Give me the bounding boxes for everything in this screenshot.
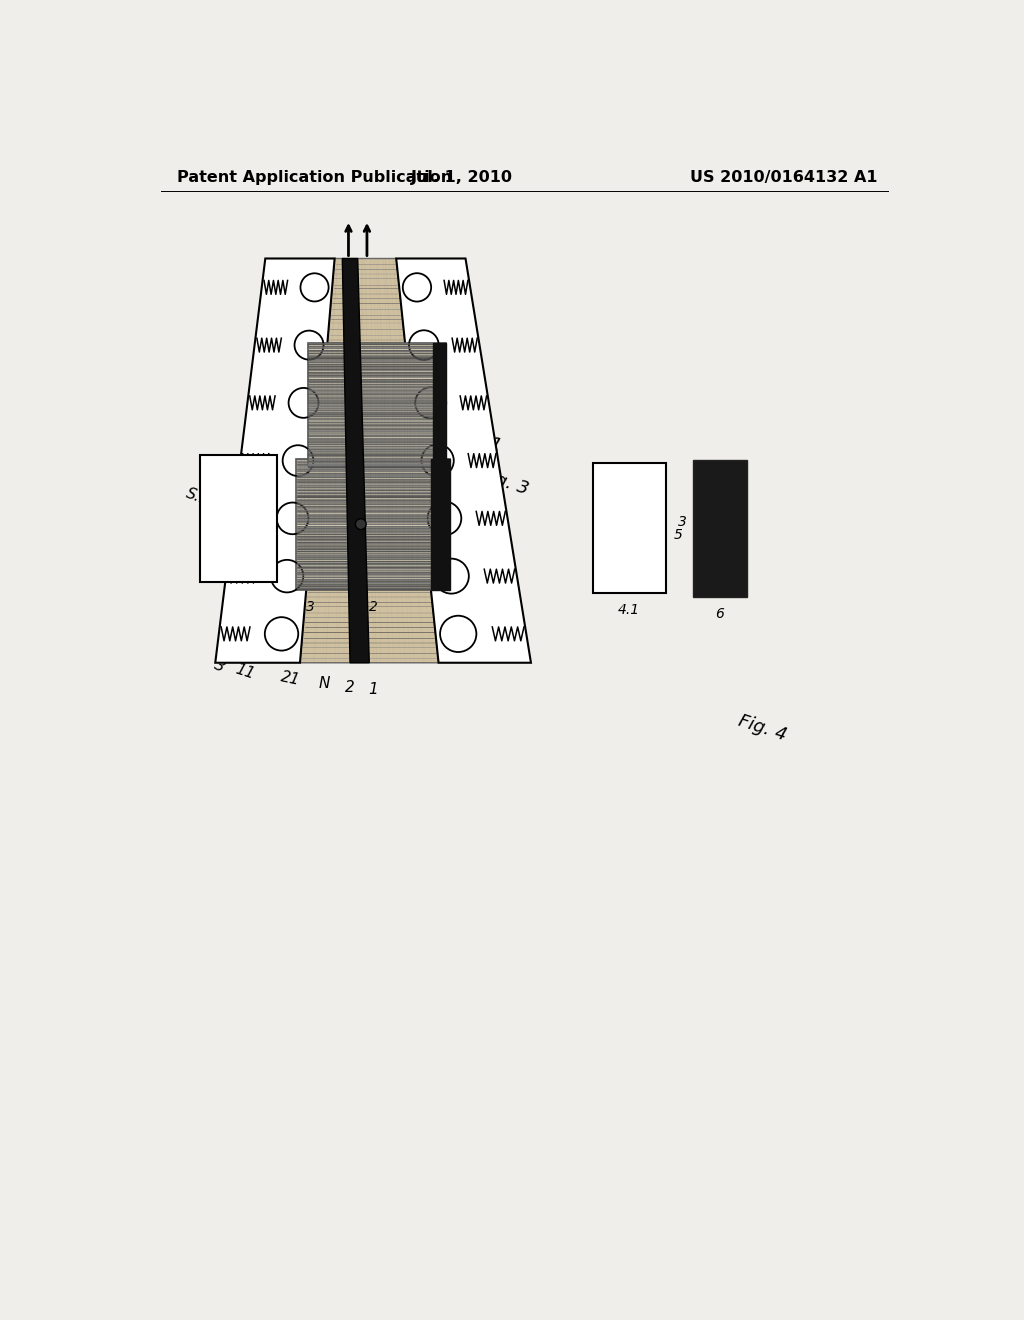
Text: 3: 3: [211, 657, 227, 676]
Text: 3: 3: [305, 599, 314, 614]
Text: 5: 5: [283, 511, 292, 525]
Bar: [433, 343, 446, 466]
Text: 21: 21: [280, 669, 302, 688]
Text: 4.1: 4.1: [618, 603, 640, 618]
Text: Patent Application Publication: Patent Application Publication: [177, 170, 452, 185]
Bar: [307, 343, 446, 466]
Polygon shape: [215, 259, 335, 663]
Text: Jul. 1, 2010: Jul. 1, 2010: [411, 170, 513, 185]
Text: 21: 21: [361, 477, 379, 490]
Bar: [593, 462, 666, 594]
Text: 4: 4: [233, 591, 243, 606]
Text: 11: 11: [232, 661, 256, 682]
Bar: [431, 459, 451, 590]
Bar: [296, 459, 451, 590]
Polygon shape: [396, 259, 531, 663]
Polygon shape: [342, 259, 370, 663]
Text: 5: 5: [674, 528, 682, 541]
Text: Fig. 3: Fig. 3: [477, 466, 530, 498]
Circle shape: [355, 519, 367, 529]
Text: 2: 2: [345, 680, 355, 694]
Text: S.1: S.1: [184, 486, 212, 508]
Text: N: N: [318, 676, 331, 692]
Text: 6: 6: [715, 607, 724, 622]
Bar: [692, 461, 746, 598]
Text: Fig. 1: Fig. 1: [451, 424, 504, 455]
Bar: [200, 455, 276, 582]
Text: 1: 1: [369, 682, 378, 697]
Text: 1: 1: [438, 599, 446, 614]
Polygon shape: [300, 259, 438, 663]
Text: Fig. 2: Fig. 2: [451, 535, 504, 568]
Text: US 2010/0164132 A1: US 2010/0164132 A1: [690, 170, 878, 185]
Text: 2: 2: [369, 599, 378, 614]
Text: 3: 3: [317, 477, 326, 490]
Text: Fig. 4: Fig. 4: [735, 711, 788, 744]
Text: 11: 11: [365, 434, 382, 449]
Text: 5: 5: [503, 632, 513, 647]
Text: 3: 3: [678, 515, 686, 529]
Text: 1: 1: [434, 477, 443, 490]
